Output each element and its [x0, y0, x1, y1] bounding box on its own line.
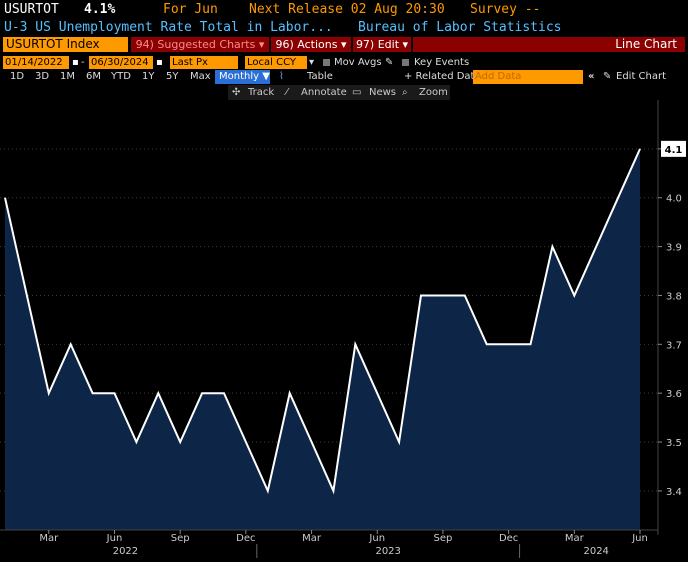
range-1y[interactable]: 1Y	[142, 71, 155, 82]
y-axis-ticks: 3.4 3.5 3.6 3.7 3.8 3.9 4.0 4.1	[658, 145, 682, 498]
pencil-icon[interactable]: ⁄	[286, 87, 288, 98]
last-value-box	[661, 140, 686, 157]
last-value-marker: 4.1	[661, 140, 686, 157]
x-tick-label: Sep	[434, 533, 453, 544]
zoom-tool[interactable]: Zoom	[419, 87, 448, 98]
x-tick-label: Mar	[565, 533, 585, 544]
date-separator: -	[81, 57, 85, 68]
x-tick-label: Jun	[368, 533, 385, 544]
series-line	[4, 148, 641, 495]
actions-button[interactable]: 96) Actions ▾	[271, 37, 351, 52]
calendar-icon[interactable]: ▪	[156, 57, 163, 68]
y-tick-label: 4.0	[666, 194, 682, 205]
pencil-icon[interactable]: ✎	[385, 57, 394, 68]
add-data-input[interactable]: Add Data	[473, 70, 583, 84]
range-max[interactable]: Max	[190, 71, 211, 82]
last-value: 4.1%	[84, 2, 116, 17]
x-tick-label: Mar	[39, 533, 59, 544]
table-button[interactable]: Table	[307, 71, 333, 82]
range-5y[interactable]: 5Y	[166, 71, 179, 82]
period-label: For Jun	[163, 2, 218, 17]
key-events-checkbox[interactable]	[402, 59, 409, 66]
x-year-label: 2024	[583, 546, 608, 557]
mov-avgs-checkbox[interactable]	[323, 59, 330, 66]
track-tool[interactable]: Track	[248, 87, 275, 98]
chart-tools: ✣ Track ⁄ Annotate ▭ News ⌕ Zoom	[228, 85, 450, 100]
annotate-tool[interactable]: Annotate	[301, 87, 347, 98]
x-tick-label: Jun	[106, 533, 123, 544]
range-1d[interactable]: 1D	[10, 71, 25, 82]
security-description: U-3 US Unemployment Rate Total in Labor.…	[4, 20, 333, 35]
y-tick-label: 3.9	[666, 243, 682, 254]
next-release-label: Next Release 02 Aug 20:30	[249, 2, 445, 17]
edit-chart-button[interactable]: Edit Chart	[616, 71, 667, 82]
search-icon[interactable]: ⌕	[402, 87, 408, 98]
frequency-select[interactable]: Monthly ▼	[215, 70, 270, 84]
currency-select[interactable]: Local CCY	[245, 56, 307, 69]
range-3d[interactable]: 3D	[35, 71, 50, 82]
field-select[interactable]: Last Px	[170, 56, 238, 69]
x-tick-label: Dec	[236, 533, 255, 544]
y-tick-label: 3.8	[666, 291, 682, 302]
x-axis-ticks: Mar Jun Sep Dec Mar Jun Sep Dec Mar Jun 2022 2023 20…	[39, 530, 648, 558]
mov-avgs-label[interactable]: Mov Avgs	[334, 57, 382, 68]
y-tick-label: 3.6	[666, 389, 682, 400]
suggested-charts-button[interactable]: 94) Suggested Charts ▾	[131, 37, 269, 52]
range-ytd[interactable]: YTD	[111, 71, 131, 82]
x-year-label: 2023	[375, 546, 400, 557]
description-row: U-3 US Unemployment Rate Total in Labor.…	[0, 19, 688, 36]
news-tool[interactable]: News	[369, 87, 397, 98]
pencil-icon[interactable]: ✎	[603, 71, 612, 82]
edit-button[interactable]: 97) Edit ▾	[353, 37, 411, 52]
source-label: Bureau of Labor Statistics	[358, 20, 562, 35]
range-6m[interactable]: 6M	[86, 71, 101, 82]
function-toolbar: USURTOT Index 94) Suggested Charts ▾ 96)…	[0, 36, 688, 53]
y-tick-label: 3.5	[666, 438, 682, 449]
security-input[interactable]: USURTOT Index	[3, 37, 128, 52]
collapse-icon[interactable]: «	[588, 71, 595, 82]
start-date-input[interactable]: 01/14/2022	[3, 56, 69, 69]
chart-type-label[interactable]: Line Chart	[413, 37, 685, 52]
y-tick-label: 3.7	[666, 340, 682, 351]
related-data-button[interactable]: + Related Dat	[404, 71, 475, 82]
range-1m[interactable]: 1M	[60, 71, 75, 82]
news-icon[interactable]: ▭	[352, 87, 362, 98]
unemployment-chart[interactable]: 3.43.53.63.73.83.94.04.1 MarJunSepDecMar…	[0, 100, 688, 562]
x-year-label: 2022	[113, 546, 138, 557]
y-tick-label: 3.4	[666, 487, 682, 498]
range-toolbar: 1D 3D 1M 6M YTD 1Y 5Y Max Monthly ▼ ⌇ Ta…	[0, 70, 688, 84]
x-tick-label: Sep	[171, 533, 190, 544]
crosshair-icon[interactable]: ✣	[232, 87, 241, 98]
chevron-down-icon[interactable]: ▾	[309, 57, 315, 68]
chart-mode-icon[interactable]: ⌇	[279, 71, 284, 82]
calendar-icon[interactable]: ▪	[72, 57, 79, 68]
survey-label: Survey --	[470, 2, 541, 17]
x-tick-label: Mar	[302, 533, 322, 544]
security-header: USURTOT 4.1% For Jun Next Release 02 Aug…	[0, 0, 688, 18]
date-controls: 01/14/2022 ▪ - 06/30/2024 ▪ Last Px Loca…	[0, 55, 688, 70]
series-area	[5, 148, 640, 530]
key-events-label[interactable]: Key Events	[414, 57, 470, 68]
end-date-input[interactable]: 06/30/2024	[89, 56, 153, 69]
x-tick-label: Dec	[499, 533, 518, 544]
last-value-text: 4.1	[665, 145, 683, 156]
x-tick-label: Jun	[631, 533, 648, 544]
ticker-label: USURTOT	[4, 2, 59, 17]
